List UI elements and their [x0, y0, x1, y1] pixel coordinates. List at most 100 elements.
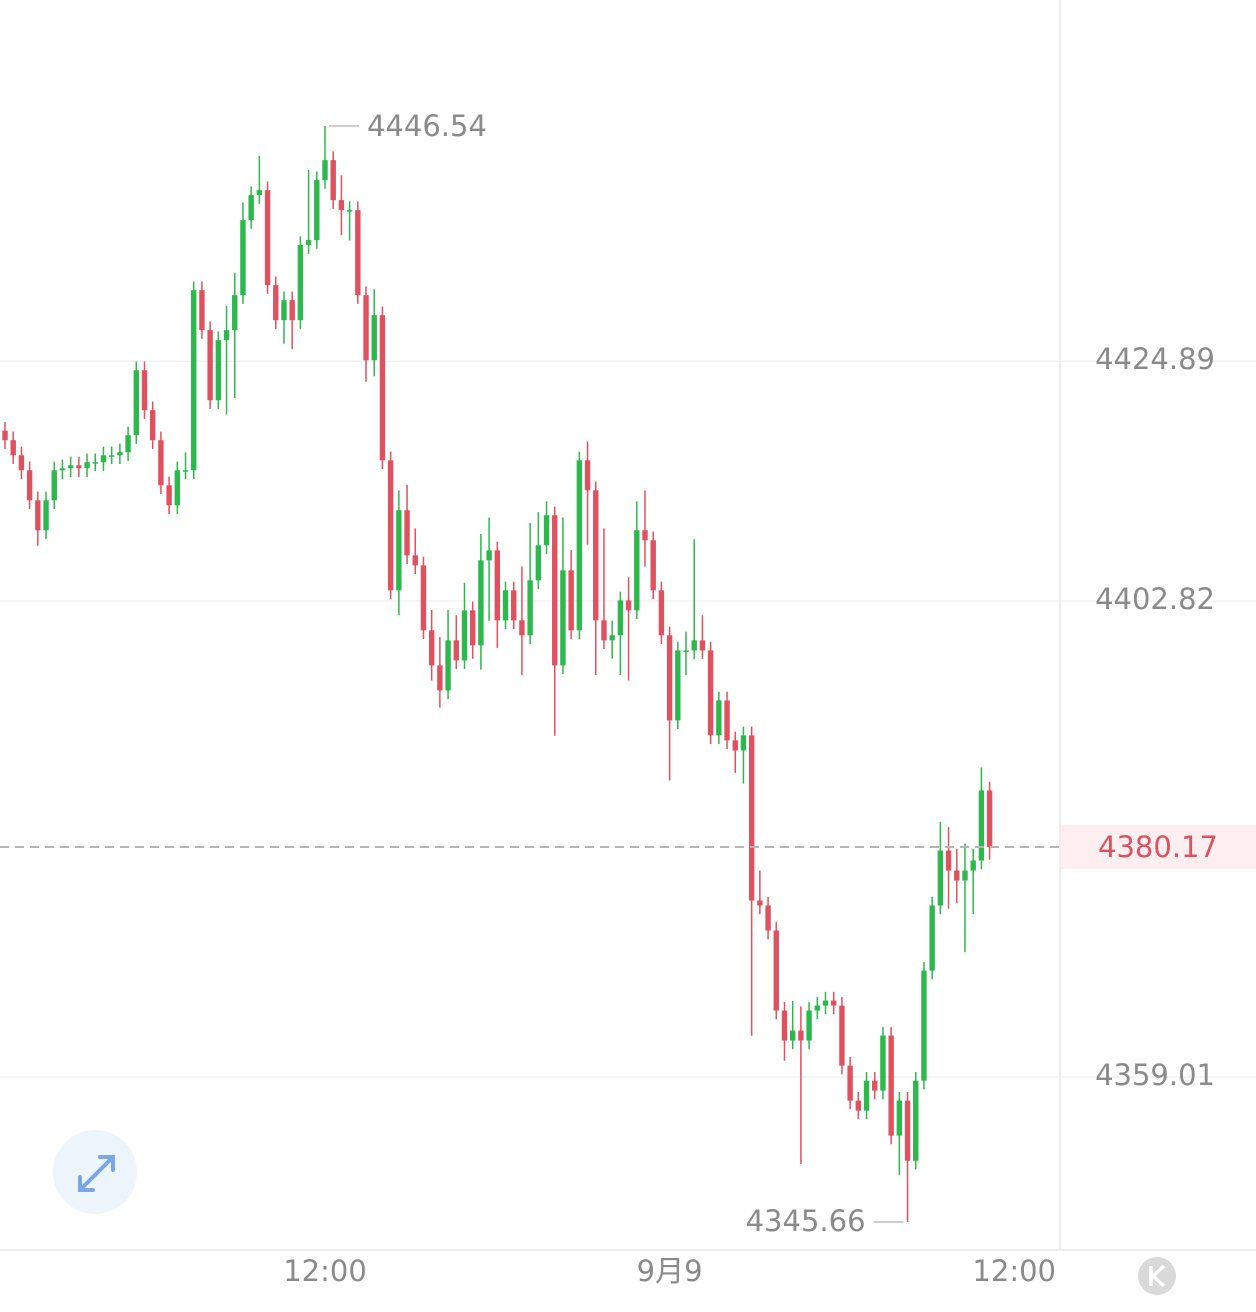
candle-body — [888, 1035, 894, 1136]
candle-body — [182, 470, 189, 472]
candle-body — [666, 635, 673, 721]
candle-body — [379, 315, 386, 461]
candle-body — [781, 1010, 788, 1041]
candle-body — [962, 870, 968, 881]
candle-body — [67, 465, 74, 469]
candle-body — [519, 620, 525, 636]
candle-body — [256, 190, 263, 196]
candle-body — [428, 630, 435, 666]
candle-body — [494, 550, 501, 621]
candle-body — [552, 515, 558, 666]
candle-body — [502, 590, 509, 621]
y-tick-label: 4402.82 — [1095, 582, 1215, 616]
candle-body — [43, 500, 49, 531]
expand-icon — [78, 1155, 115, 1192]
candle-body — [166, 485, 172, 506]
x-tick-label: 9月9 — [637, 1254, 703, 1288]
candle-body — [584, 460, 591, 491]
candle-body — [880, 1035, 886, 1091]
x-tick-label: 12:00 — [283, 1254, 367, 1288]
candle-body — [305, 240, 312, 246]
candle-body — [84, 462, 90, 469]
candle-body — [863, 1080, 870, 1111]
candle-body — [921, 970, 927, 1081]
low-marker-label: 4345.66 — [746, 1204, 866, 1238]
candle-body — [18, 455, 25, 471]
candle-body — [76, 465, 82, 469]
candle-body — [396, 510, 402, 591]
y-tick-label: 4424.89 — [1095, 342, 1215, 376]
candle-body — [412, 555, 418, 566]
candle-body — [478, 560, 484, 646]
last-price-badge — [1061, 825, 1256, 870]
candle-body — [445, 640, 451, 691]
candle-body — [798, 1030, 804, 1041]
candle-body — [355, 210, 361, 296]
y-tick-label: 4359.01 — [1095, 1058, 1215, 1092]
candle-body — [691, 640, 697, 651]
candle-body — [322, 160, 328, 181]
candle-body — [387, 460, 394, 591]
candle-body — [117, 452, 123, 456]
candle-body — [740, 735, 747, 751]
candle-body — [576, 460, 583, 631]
candle-body — [593, 490, 599, 621]
expand-button-bg[interactable] — [53, 1130, 137, 1214]
candle-body — [896, 1100, 903, 1136]
candle-body — [273, 285, 279, 321]
candle-body — [10, 440, 16, 456]
candle-body — [765, 905, 771, 931]
candle-body — [437, 665, 443, 691]
candle-body — [420, 565, 427, 631]
candle-body — [732, 740, 738, 751]
candle-body — [363, 295, 369, 361]
overlay: 4359.01 4402.82 4424.89 12:00 9月9 12:00 4380.1… — [0, 109, 1256, 1288]
candle-body — [945, 850, 952, 871]
candle-body — [453, 640, 459, 661]
candle-body — [847, 1065, 853, 1101]
candle-body — [872, 1080, 878, 1091]
candle-body — [716, 700, 722, 736]
candle-body — [609, 635, 615, 641]
candle-body — [970, 860, 976, 871]
candle-body — [634, 530, 640, 611]
kline-button[interactable] — [1138, 1257, 1176, 1295]
candle-body — [125, 435, 131, 453]
kline-button-bg[interactable] — [1138, 1257, 1176, 1295]
candle-body — [601, 620, 607, 641]
candle-body — [642, 530, 648, 541]
candle-body — [560, 570, 566, 666]
candle-body — [839, 1005, 845, 1066]
candle-body — [26, 470, 33, 501]
candle-body — [133, 370, 139, 436]
x-tick-label: 12:00 — [972, 1254, 1056, 1288]
candle-body — [822, 1000, 829, 1006]
candle-body — [617, 600, 624, 636]
candle-body — [724, 700, 730, 741]
candle-body — [199, 290, 205, 331]
candle-body — [297, 245, 304, 321]
candle-body — [831, 1000, 837, 1006]
candle-body — [675, 650, 681, 721]
candle-body — [35, 500, 41, 531]
candle-body — [707, 650, 714, 736]
expand-button[interactable] — [53, 1130, 137, 1214]
candle-body — [174, 470, 181, 506]
candle-body — [158, 440, 164, 486]
candle-body — [855, 1100, 862, 1111]
candle-body — [264, 190, 271, 286]
kline-icon — [1149, 1264, 1166, 1288]
candle-body — [330, 160, 336, 201]
candle-body — [248, 195, 254, 221]
candle-body — [223, 330, 230, 341]
candle-body — [461, 610, 468, 661]
candle-body — [699, 640, 706, 651]
candle-body — [2, 430, 8, 441]
candle-body — [346, 210, 353, 212]
high-marker-label: 4446.54 — [367, 109, 487, 143]
candle-body — [338, 200, 345, 211]
candle-body — [281, 300, 287, 321]
candle-body — [207, 330, 213, 401]
candle-body — [757, 900, 763, 906]
